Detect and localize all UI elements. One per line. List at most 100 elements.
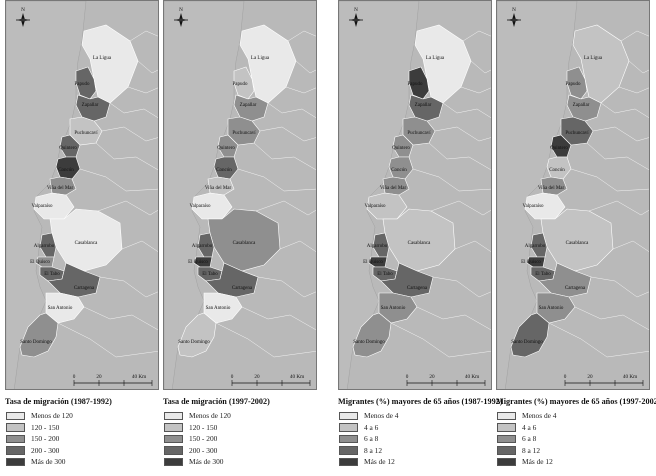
municipal-boundary: [442, 102, 491, 119]
legend-swatch: [164, 446, 183, 455]
municipal-boundary: [129, 30, 158, 42]
map-frame: La Ligua Papudo Zapallar Puchuncaví Quintero…: [163, 0, 317, 390]
legend-label: 6 a 8: [522, 434, 537, 444]
scale-label: 20: [587, 374, 593, 380]
municipality-concon: [546, 156, 572, 180]
place-label-casablanca: Casablanca: [566, 241, 590, 246]
legend-swatch: [6, 457, 25, 466]
place-label-cartagena: Cartagena: [407, 286, 428, 291]
place-label-san-antonio: San Antonio: [206, 306, 231, 311]
municipal-boundary: [257, 276, 316, 298]
municipal-boundary: [434, 126, 491, 142]
municipal-boundary: [462, 30, 491, 42]
legend-item: 200 - 300: [5, 445, 175, 457]
place-label-papudo: Papudo: [566, 82, 582, 87]
place-label-zapallar: Zapallar: [415, 103, 432, 108]
legend-swatch: [497, 457, 516, 466]
scale-bar: 0 20 40 Km: [231, 374, 311, 386]
legend-title: Tasa de migración (1997-2002): [163, 397, 270, 406]
north-arrow-icon: N: [349, 7, 363, 27]
municipal-boundary: [241, 306, 316, 331]
municipality-zapallar: [408, 94, 444, 122]
municipality-zapallar: [566, 94, 602, 122]
legend-label: 8 a 12: [364, 445, 383, 455]
legend-item: 8 a 12: [496, 445, 656, 457]
municipality-papudo: [75, 66, 97, 100]
legend-item: 6 a 8: [338, 433, 508, 445]
place-label-el-quisco: El Quisco: [521, 260, 541, 265]
scale-label: 40 Km: [290, 374, 304, 380]
municipality-valparaiso: [366, 192, 408, 220]
place-label-casablanca: Casablanca: [408, 241, 432, 246]
municipality-zapallar: [233, 94, 269, 122]
municipality-papudo: [408, 66, 430, 100]
municipal-boundary: [588, 200, 649, 216]
legend-label: 4 a 6: [364, 422, 379, 432]
municipal-boundary: [590, 276, 649, 298]
legend-label: 150 - 200: [189, 434, 218, 444]
scale-label: 20: [429, 374, 435, 380]
legend-item: 6 a 8: [496, 433, 656, 445]
legend-swatch: [339, 446, 358, 455]
legend-item: Menos de 4: [496, 410, 656, 422]
municipal-boundary: [592, 126, 649, 142]
place-label-quintero: Quintero: [217, 146, 235, 151]
place-label-casablanca: Casablanca: [233, 241, 257, 246]
place-label-el-tabo: El Tabo: [202, 272, 218, 277]
municipal-boundary: [121, 240, 158, 252]
legend-item: Menos de 120: [163, 410, 333, 422]
place-label-quintero: Quintero: [59, 146, 77, 151]
legend: Migrantes (%) mayores de 65 años (1997-2…: [496, 397, 656, 468]
legend-title: Migrantes (%) mayores de 65 años (1987-1…: [338, 397, 503, 406]
choropleth-map: La Ligua Papudo Zapallar Puchuncaví Quintero…: [6, 1, 158, 389]
place-label-vina-del-mar: Viña del Mar: [538, 186, 565, 191]
legend-label: Menos de 4: [522, 411, 557, 421]
legend-label: 200 - 300: [31, 445, 60, 455]
place-label-cartagena: Cartagena: [565, 286, 586, 291]
municipal-boundary: [430, 200, 491, 216]
legend-label: 6 a 8: [364, 434, 379, 444]
municipal-boundary: [97, 200, 158, 216]
place-label-cartagena: Cartagena: [232, 286, 253, 291]
municipality-valparaiso: [524, 192, 566, 220]
municipal-boundary: [255, 200, 316, 216]
place-label-santo-domingo: Santo Domingo: [353, 340, 385, 345]
place-label-puchuncavi: Puchuncaví: [565, 131, 589, 136]
scale-label: 0: [406, 374, 409, 380]
place-label-vina-del-mar: Viña del Mar: [47, 186, 74, 191]
legend-swatch: [497, 434, 516, 443]
place-label-quintero: Quintero: [550, 146, 568, 151]
legend-swatch: [339, 457, 358, 466]
municipal-boundary: [548, 322, 649, 358]
legend-label: 8 a 12: [522, 445, 541, 455]
municipal-boundary: [620, 30, 649, 42]
legend-item: Más de 300: [163, 456, 333, 468]
place-label-san-antonio: San Antonio: [381, 306, 406, 311]
legend-label: Más de 12: [364, 457, 395, 467]
place-label-valparaiso: Valparaíso: [522, 204, 544, 209]
place-label-valparaiso: Valparaíso: [31, 204, 53, 209]
municipal-boundary: [390, 322, 491, 358]
legend-item: 200 - 300: [163, 445, 333, 457]
legend-swatch: [497, 446, 516, 455]
legend-label: 150 - 200: [31, 434, 60, 444]
scale-label: 40 Km: [623, 374, 637, 380]
legend-item: 150 - 200: [5, 433, 175, 445]
municipal-boundary: [600, 102, 649, 119]
place-label-santo-domingo: Santo Domingo: [178, 340, 210, 345]
municipal-boundary: [267, 102, 316, 119]
place-label-puchuncavi: Puchuncaví: [232, 131, 256, 136]
legend-swatch: [164, 434, 183, 443]
legend-label: Menos de 4: [364, 411, 399, 421]
legend-swatch: [339, 423, 358, 432]
municipal-boundary: [279, 240, 316, 252]
municipality-zapallar: [75, 94, 111, 122]
legend-swatch: [497, 423, 516, 432]
map-frame: La Ligua Papudo Zapallar Puchuncaví Quintero…: [338, 0, 492, 390]
legend-item: 8 a 12: [338, 445, 508, 457]
place-label-algarrobo: Algarrobo: [367, 244, 388, 249]
legend-label: Menos de 120: [189, 411, 231, 421]
municipality-papudo: [233, 66, 255, 100]
municipal-boundary: [285, 86, 316, 94]
choropleth-map: La Ligua Papudo Zapallar Puchuncaví Quintero…: [497, 1, 649, 389]
